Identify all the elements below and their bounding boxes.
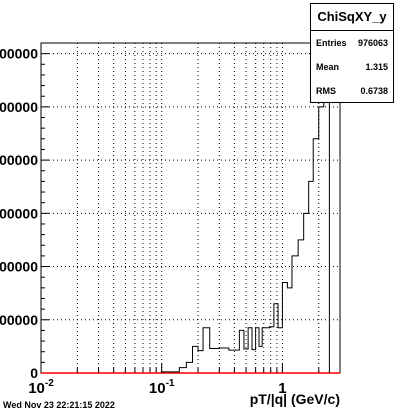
y-tick-label: 00000 (0, 205, 38, 221)
stats-row-entries: Entries 976063 (311, 31, 393, 55)
stats-value: 976063 (357, 38, 388, 48)
y-tick-label: 00000 (0, 152, 38, 168)
stats-value: 1.315 (365, 62, 388, 72)
y-tick-label: 00000 (0, 99, 38, 115)
x-tick-label: 1 (278, 380, 286, 397)
x-tick-label-exponent: -2 (45, 378, 54, 389)
y-tick-label: 0 (30, 365, 38, 381)
stats-box: ChiSqXY_y Entries 976063 Mean 1.315 RMS … (310, 3, 394, 103)
grid-lines (41, 43, 341, 373)
x-tick-label: 10-1 (149, 378, 175, 397)
stats-label: Mean (316, 62, 340, 72)
x-axis-label: pT/|q| (GeV/c) (249, 391, 340, 407)
stats-row-rms: RMS 0.6738 (311, 79, 393, 103)
y-tick-label: 00000 (0, 312, 38, 328)
y-tick-label: 00000 (0, 46, 38, 62)
stats-label: RMS (316, 86, 336, 96)
plot-frame (40, 42, 341, 374)
histogram-line (161, 53, 330, 373)
x-tick-label: 10-2 (28, 378, 54, 397)
stats-value: 0.6738 (360, 86, 388, 96)
timestamp: Wed Nov 23 22:21:15 2022 (3, 400, 115, 410)
stats-title: ChiSqXY_y (311, 4, 393, 31)
y-tick-label: 00000 (0, 259, 38, 275)
x-tick-label-exponent: -1 (166, 378, 175, 389)
stats-row-mean: Mean 1.315 (311, 55, 393, 79)
stats-label: Entries (316, 38, 347, 48)
